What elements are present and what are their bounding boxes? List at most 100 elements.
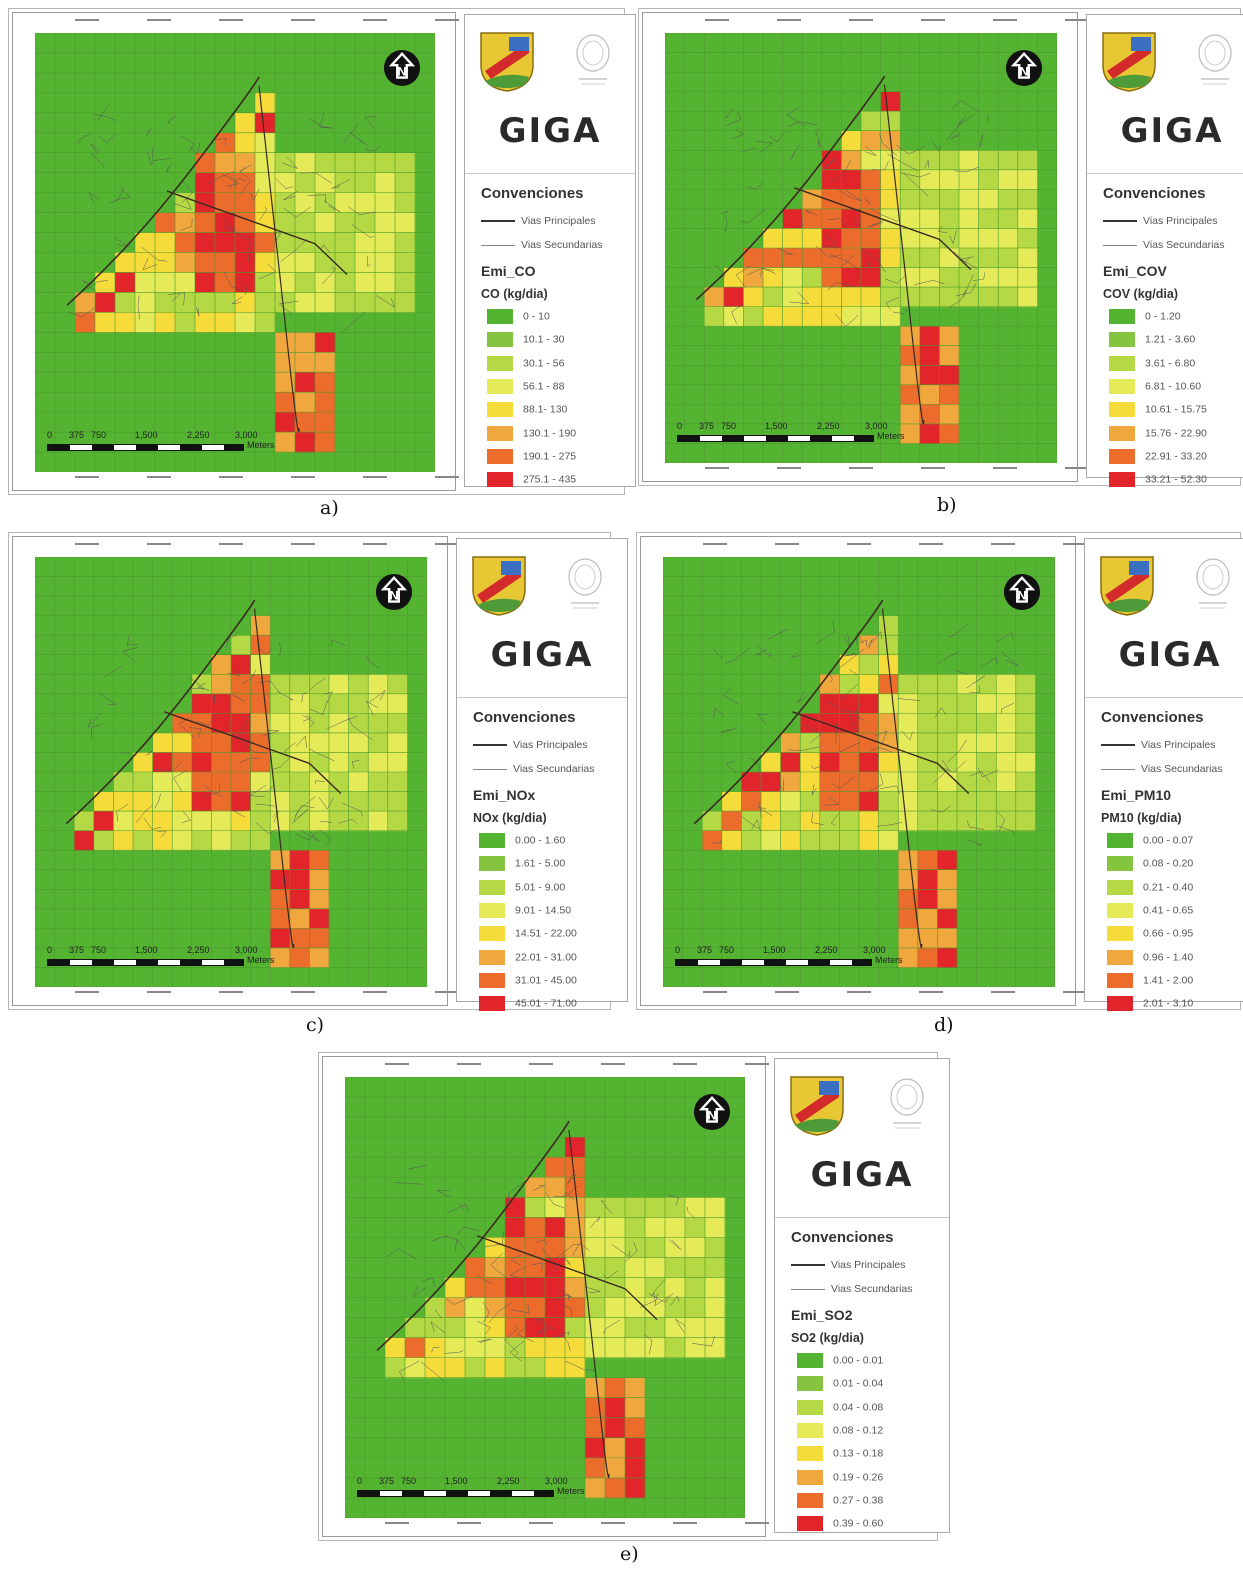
secondary-road: [954, 166, 980, 173]
secondary-road: [282, 157, 298, 169]
emission-cell: [255, 172, 276, 194]
secondary-roads-label: Vias Secundarias: [513, 763, 595, 775]
emission-cell: [95, 312, 116, 333]
secondary-road: [302, 715, 312, 722]
secondary-road: [880, 785, 900, 795]
emission-cell: [782, 267, 803, 288]
emission-cell: [93, 791, 114, 812]
emission-cell: [172, 772, 193, 793]
emission-cell: [335, 252, 356, 273]
tick-label-mark: [849, 467, 873, 469]
giga-logo: GIGA: [1120, 111, 1224, 151]
emission-cell: [861, 267, 882, 288]
secondary-road: [732, 128, 744, 140]
secondary-road: [843, 634, 851, 649]
emission-cell: [375, 152, 396, 174]
emission-cell: [1017, 208, 1038, 229]
secondary-road: [876, 822, 903, 827]
secondary-road: [172, 293, 181, 302]
shield-logo-icon: [1102, 32, 1156, 92]
secondary-road: [721, 210, 729, 214]
logo-area: GIGA: [1087, 15, 1243, 174]
legend-secondary-roads: Vias Secundarias: [481, 239, 603, 251]
emission-cell: [335, 232, 356, 253]
class-swatch: [1107, 926, 1133, 942]
emission-cell: [270, 889, 291, 910]
emission-cell: [861, 150, 882, 171]
emission-cell: [368, 693, 389, 714]
emission-cell: [763, 248, 784, 269]
emission-cell: [802, 189, 823, 210]
emission-cell: [152, 830, 173, 851]
emission-cell: [861, 130, 882, 151]
legend-class-item: 0.39 - 0.60: [797, 1516, 883, 1532]
university-seal-icon: [1196, 558, 1230, 609]
secondary-road: [367, 255, 371, 268]
emission-cell: [998, 189, 1019, 210]
secondary-road: [980, 656, 998, 668]
secondary-road: [239, 171, 252, 195]
emission-cell: [998, 248, 1019, 269]
main-roads-label: Vias Principales: [1141, 739, 1216, 751]
emission-cell: [395, 192, 416, 214]
emission-cell: [705, 1277, 726, 1298]
emission-cell: [819, 732, 840, 753]
secondary-road: [537, 1326, 549, 1334]
emission-cell: [74, 811, 95, 832]
emission-cell: [917, 674, 938, 695]
emission-cell: [819, 674, 840, 695]
emission-cell: [605, 1457, 626, 1479]
emission-cell: [937, 713, 958, 734]
secondary-road: [283, 206, 311, 218]
emission-cell: [917, 811, 938, 832]
emission-cell: [368, 732, 389, 753]
emission-cell: [335, 152, 356, 174]
secondary-road: [531, 1262, 544, 1274]
emission-cell: [191, 752, 212, 773]
secondary-road: [747, 267, 774, 275]
secondary-road-symbol: [791, 1288, 825, 1290]
emission-cell: [309, 889, 330, 910]
coordinate-ticks: [663, 991, 1087, 999]
emission-cell: [565, 1357, 586, 1379]
panel-caption: e): [620, 1543, 639, 1565]
secondary-road: [896, 144, 926, 155]
emission-cell: [270, 947, 291, 968]
emission-cell: [329, 693, 350, 714]
emission-cell: [585, 1397, 606, 1419]
secondary-road: [675, 1318, 685, 1333]
tick-label-mark: [457, 1063, 481, 1065]
emission-cell: [605, 1337, 626, 1359]
legend-class-item: 1.21 - 3.60: [1109, 332, 1195, 348]
emission-cell: [275, 432, 296, 453]
emission-cell: [545, 1357, 566, 1379]
emission-cell: [585, 1317, 606, 1339]
emission-cell: [270, 752, 291, 773]
main-road: [66, 76, 260, 306]
emission-cell: [898, 811, 919, 832]
emission-cell: [375, 292, 396, 313]
secondary-road: [167, 115, 176, 125]
secondary-road: [787, 746, 821, 751]
svg-text:N: N: [398, 65, 407, 79]
emission-cell: [275, 172, 296, 194]
emission-cell: [898, 791, 919, 812]
emission-cell: [665, 1197, 686, 1218]
logo-area: GIGA: [775, 1059, 949, 1218]
emission-cell: [645, 1317, 666, 1339]
main-road: [376, 1120, 570, 1352]
secondary-road: [811, 812, 824, 825]
emission-cell: [191, 713, 212, 734]
logo-area: GIGA: [457, 539, 627, 698]
emission-cell: [195, 252, 216, 273]
emission-cell: [780, 830, 801, 851]
secondary-road: [323, 200, 341, 213]
emission-cell: [231, 713, 252, 734]
map-canvas: N 0 375 750 1,500 2,250 3,000 Meters: [35, 33, 435, 472]
emission-cell: [329, 791, 350, 812]
emission-cell: [743, 287, 764, 308]
secondary-road: [742, 148, 756, 153]
emission-cell: [898, 869, 919, 890]
layer-title: Emi_COV: [1103, 263, 1167, 279]
class-label: 0.01 - 0.04: [833, 1377, 884, 1390]
